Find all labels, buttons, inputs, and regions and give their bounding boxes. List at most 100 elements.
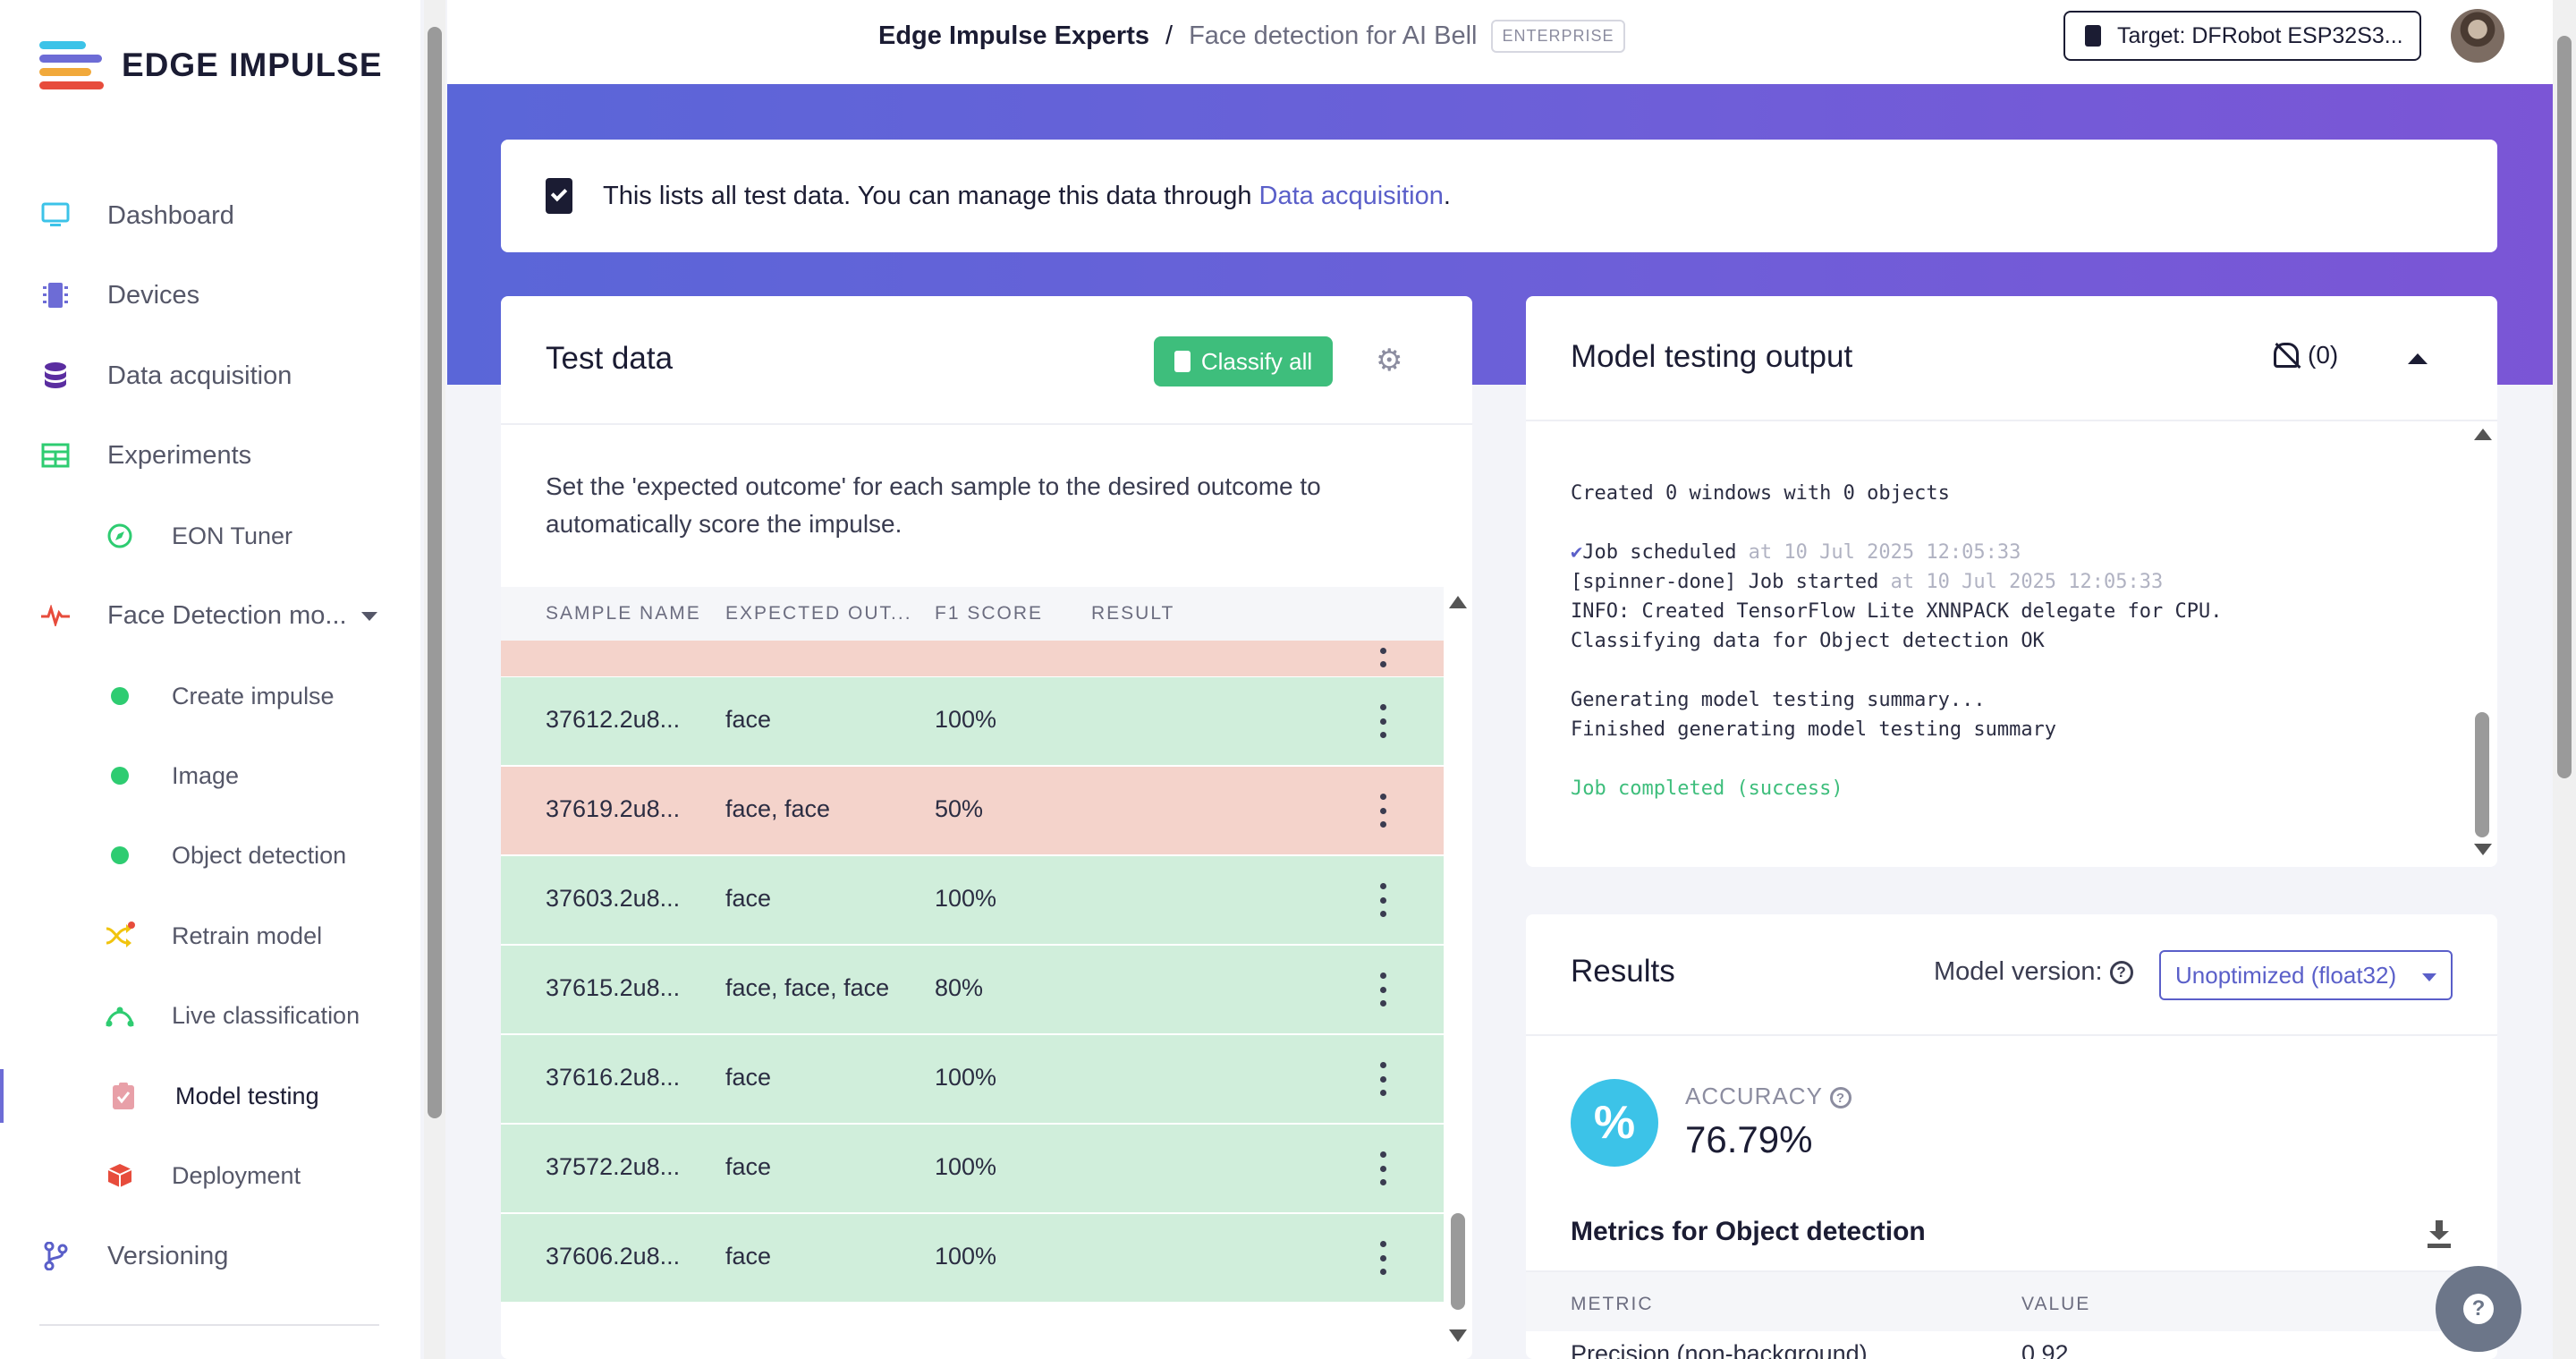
database-icon bbox=[39, 360, 72, 392]
sidebar-item-create-impulse[interactable]: Create impulse bbox=[0, 669, 420, 723]
f1-score: 100% bbox=[935, 1243, 997, 1270]
log-line: Finished generating model testing summar… bbox=[1571, 718, 2057, 741]
more-options-icon[interactable] bbox=[1380, 704, 1387, 738]
scrollbar-thumb[interactable] bbox=[2475, 712, 2489, 837]
more-options-icon[interactable] bbox=[1380, 1062, 1387, 1096]
table-row[interactable]: 37572.2u8... face 100% bbox=[501, 1125, 1444, 1212]
table-row[interactable]: 37606.2u8... face 100% bbox=[501, 1214, 1444, 1302]
scroll-up-icon[interactable] bbox=[1449, 596, 1467, 608]
info-text: This lists all test data. You can manage… bbox=[603, 182, 1451, 211]
scroll-down-icon[interactable] bbox=[1449, 1329, 1467, 1342]
sidebar-item-label: Face Detection mo... bbox=[107, 600, 347, 630]
column-header[interactable]: SAMPLE NAME bbox=[546, 603, 701, 624]
chevron-down-icon[interactable] bbox=[361, 612, 377, 621]
scroll-up-icon[interactable] bbox=[2474, 429, 2492, 440]
sidebar-item-data-acquisition[interactable]: Data acquisition bbox=[0, 349, 420, 403]
branch-icon bbox=[39, 1240, 72, 1272]
sidebar-item-object-detection[interactable]: Object detection bbox=[0, 828, 420, 882]
classify-all-button[interactable]: Classify all bbox=[1154, 336, 1333, 386]
sidebar-item-image[interactable]: Image bbox=[0, 749, 420, 803]
table-row[interactable]: 37612.2u8... face 100% bbox=[501, 677, 1444, 765]
sidebar-item-experiments[interactable]: Experiments bbox=[0, 429, 420, 482]
more-options-icon[interactable] bbox=[1380, 973, 1387, 1007]
chip-icon bbox=[2085, 25, 2101, 47]
sidebar-item-live-classification[interactable]: Live classification bbox=[0, 989, 420, 1042]
sidebar-item-versioning[interactable]: Versioning bbox=[0, 1229, 420, 1283]
clipboard-check-icon bbox=[546, 178, 572, 214]
sidebar-item-model-testing[interactable]: Model testing bbox=[0, 1069, 420, 1123]
notifications-toggle[interactable]: (0) bbox=[2274, 341, 2338, 369]
sidebar-item-eon-tuner[interactable]: EON Tuner bbox=[0, 509, 420, 563]
curve-icon bbox=[104, 999, 136, 1032]
more-options-icon[interactable] bbox=[1380, 883, 1387, 917]
console-log: Created 0 windows with 0 objects ✔Job sc… bbox=[1571, 479, 2465, 803]
sidebar-item-devices[interactable]: Devices bbox=[0, 268, 420, 322]
sidebar-item-label: Model testing bbox=[175, 1082, 319, 1109]
model-version-select[interactable]: Unoptimized (float32) bbox=[2159, 950, 2453, 1000]
column-header: METRIC bbox=[1571, 1294, 1654, 1314]
test-data-title: Test data bbox=[546, 341, 674, 376]
logo[interactable]: EDGE IMPULSE bbox=[39, 41, 383, 89]
sidebar-item-label: Create impulse bbox=[172, 682, 335, 709]
sidebar-item-face-detection[interactable]: Face Detection mo... bbox=[0, 589, 420, 642]
target-label: Target: DFRobot ESP32S3... bbox=[2117, 22, 2403, 48]
console-scrollbar[interactable] bbox=[2470, 421, 2494, 860]
clipboard-check-icon bbox=[107, 1080, 140, 1112]
log-line: Classifying data for Object detection OK bbox=[1571, 630, 2045, 652]
scrollbar-thumb[interactable] bbox=[1451, 1213, 1465, 1310]
more-options-icon[interactable] bbox=[1380, 1241, 1387, 1275]
status-dot-icon bbox=[104, 760, 136, 792]
breadcrumb-project[interactable]: Face detection for AI Bell bbox=[1189, 21, 1478, 50]
data-acquisition-link[interactable]: Data acquisition bbox=[1258, 181, 1444, 210]
metrics-title: Metrics for Object detection bbox=[1571, 1217, 1926, 1246]
expected-outcome: face, face bbox=[725, 795, 831, 822]
breadcrumb-org[interactable]: Edge Impulse Experts bbox=[878, 21, 1149, 50]
help-button[interactable]: ? bbox=[2436, 1266, 2521, 1352]
sidebar-item-label: Image bbox=[172, 761, 240, 789]
avatar[interactable] bbox=[2451, 9, 2504, 63]
table-row[interactable]: 37616.2u8... face 100% bbox=[501, 1035, 1444, 1123]
test-data-description: Set the 'expected outcome' for each samp… bbox=[546, 472, 1321, 538]
f1-score: 100% bbox=[935, 885, 997, 912]
sidebar-item-retrain-model[interactable]: Retrain model bbox=[0, 909, 420, 963]
more-options-icon[interactable] bbox=[1380, 794, 1387, 828]
help-icon[interactable]: ? bbox=[2109, 961, 2133, 985]
divider bbox=[1526, 1270, 2497, 1272]
download-icon[interactable] bbox=[2428, 1220, 2451, 1247]
table-row[interactable]: 37603.2u8... face 100% bbox=[501, 856, 1444, 944]
table-row[interactable]: 37615.2u8... face, face, face 80% bbox=[501, 946, 1444, 1033]
sidebar-scrollbar[interactable] bbox=[424, 0, 445, 1359]
breadcrumb: Edge Impulse Experts / Face detection fo… bbox=[878, 20, 1625, 53]
more-options-icon[interactable] bbox=[1380, 1151, 1387, 1185]
sample-name: 37612.2u8... bbox=[546, 706, 681, 733]
table-scrollbar[interactable] bbox=[1444, 587, 1472, 1350]
edge-impulse-logo-icon bbox=[39, 41, 104, 89]
table-row[interactable]: 37619.2u8... face, face 50% bbox=[501, 767, 1444, 854]
collapse-icon[interactable] bbox=[2408, 353, 2428, 364]
f1-score: 100% bbox=[935, 706, 997, 733]
sidebar-item-label: EON Tuner bbox=[172, 522, 293, 549]
table-row-partial[interactable] bbox=[501, 641, 1444, 676]
scroll-down-icon[interactable] bbox=[2474, 844, 2492, 855]
sidebar-item-label: Retrain model bbox=[172, 922, 323, 949]
page-scrollbar[interactable] bbox=[2553, 0, 2576, 1359]
sidebar-item-deployment[interactable]: Deployment bbox=[0, 1149, 420, 1202]
more-options-icon[interactable] bbox=[1380, 641, 1387, 667]
help-icon[interactable]: ? bbox=[1829, 1087, 1852, 1109]
column-header[interactable]: EXPECTED OUT... bbox=[725, 603, 912, 624]
metric-name: Precision (non-background) bbox=[1571, 1340, 1868, 1359]
model-testing-output-card: Model testing output (0) Created 0 windo… bbox=[1526, 296, 2497, 867]
expected-outcome: face bbox=[725, 1243, 772, 1270]
results-card: Results Model version:? Unoptimized (flo… bbox=[1526, 914, 2497, 1359]
chip-icon bbox=[39, 279, 72, 311]
sample-name: 37606.2u8... bbox=[546, 1243, 681, 1270]
expected-outcome: face bbox=[725, 706, 772, 733]
table-header: SAMPLE NAME EXPECTED OUT... F1 SCORE RES… bbox=[501, 587, 1444, 641]
column-header[interactable]: RESULT bbox=[1091, 603, 1175, 624]
sidebar-item-dashboard[interactable]: Dashboard bbox=[0, 189, 420, 242]
gear-icon[interactable]: ⚙ bbox=[1376, 344, 1403, 378]
info-text-body: This lists all test data. You can manage… bbox=[603, 181, 1259, 210]
column-header[interactable]: F1 SCORE bbox=[935, 603, 1044, 624]
compass-icon bbox=[104, 520, 136, 552]
target-device-button[interactable]: Target: DFRobot ESP32S3... bbox=[2063, 11, 2421, 61]
